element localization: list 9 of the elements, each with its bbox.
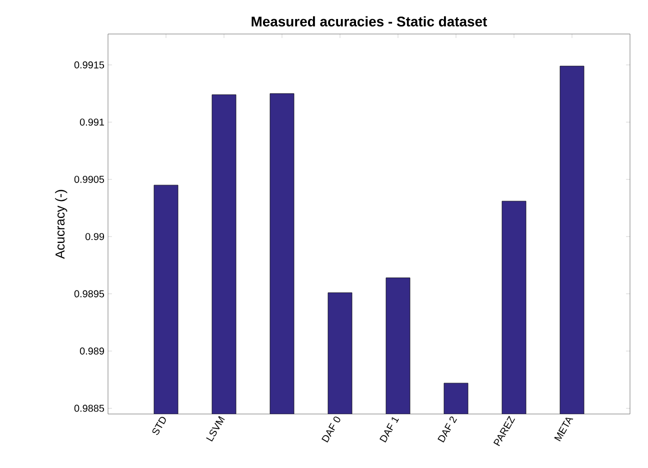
chart-title: Measured acuracies - Static dataset: [252, 16, 488, 26]
y-tick-label: 0.9905: [74, 176, 104, 183]
y-tick-label: 0.9915: [74, 61, 104, 68]
y-tick-label: 0.9895: [74, 290, 104, 298]
y-tick-label: 0.9885: [74, 404, 104, 412]
y-tick-label: 0.991: [80, 118, 104, 126]
y-tick-label: 0.99: [85, 233, 104, 240]
y-axis-title: Acucracy (-): [55, 190, 68, 259]
y-tick-label: 0.989: [80, 348, 104, 355]
